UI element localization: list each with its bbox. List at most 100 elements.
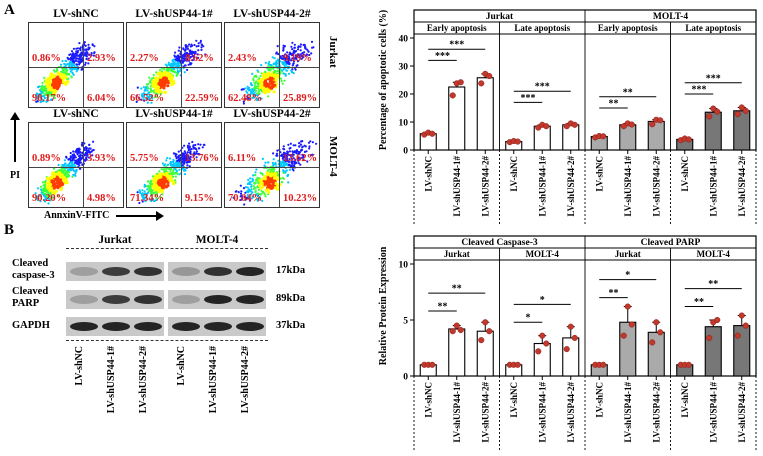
blot-dashed-top: [66, 248, 268, 249]
data-point: [685, 361, 692, 368]
flow-row-label: MOLT-4: [327, 136, 339, 177]
bar: [704, 326, 722, 377]
significance-label: **: [609, 99, 619, 110]
significance-label: *: [526, 313, 531, 324]
blot-group-label: Jurkat: [98, 234, 132, 246]
blot-lane-label: LV-shNC: [176, 346, 187, 386]
gate-horizontal: [29, 67, 123, 68]
significance-label: ***: [449, 40, 464, 51]
blot-dashed-bottom: [66, 340, 268, 341]
quadrant-lower-right: 25.89%: [283, 93, 318, 104]
flow-plot: 0.89% 3.93% 90.20% 4.98%: [28, 122, 124, 208]
blot-kda-label: 17kDa: [276, 265, 306, 276]
data-point: [429, 361, 436, 368]
data-point: [657, 329, 664, 336]
data-point: [514, 138, 521, 145]
quadrant-upper-left: 5.75%: [130, 153, 159, 164]
data-point: [478, 80, 485, 87]
quadrant-upper-right: 2.93%: [87, 53, 116, 64]
gate-vertical: [181, 123, 182, 207]
blot-strip: [66, 290, 164, 309]
y-tick-label: 0: [403, 373, 408, 383]
quadrant-lower-right: 10.23%: [283, 193, 318, 204]
data-point: [742, 107, 749, 114]
significance-label: **: [623, 87, 633, 98]
blot-band: [134, 295, 162, 304]
data-point: [543, 123, 550, 130]
flow-row-label: Jurkat: [327, 36, 339, 68]
gate-horizontal: [29, 167, 123, 168]
blot-band: [70, 322, 98, 331]
quadrant-lower-right: 9.15%: [185, 193, 214, 204]
blot-band: [236, 295, 264, 304]
quadrant-lower-right: 22.59%: [185, 93, 220, 104]
significance-label: *: [540, 295, 545, 306]
data-point: [649, 121, 656, 128]
blot-band: [236, 267, 264, 276]
blot-lane-label: LV-shUSP44-1#: [208, 346, 219, 414]
data-point: [600, 361, 607, 368]
data-point: [742, 322, 749, 329]
top-group-label: Cleaved Caspase-3: [461, 238, 538, 248]
x-tick-label: LV-shUSP44-1#: [452, 382, 462, 443]
data-point: [706, 334, 713, 341]
x-tick-label: LV-shUSP44-2#: [737, 156, 747, 217]
blot-band: [102, 322, 130, 331]
flow-column-title: LV-shUSP44-1#: [135, 8, 213, 20]
data-point: [449, 92, 456, 99]
x-tick-label: LV-shUSP44-2#: [737, 382, 747, 443]
blot-band: [172, 322, 200, 331]
gate-horizontal: [127, 167, 221, 168]
top-group-label: Jurkat: [486, 12, 514, 22]
y-tick-label: 5: [403, 317, 408, 327]
data-point: [429, 130, 436, 137]
quadrant-lower-left: 71.34%: [130, 193, 165, 204]
quadrant-lower-left: 90.20%: [32, 193, 67, 204]
blot-strip: [168, 290, 266, 309]
x-tick-label: LV-shNC: [594, 156, 604, 192]
data-point: [628, 121, 635, 128]
x-tick-label: LV-shNC: [680, 382, 690, 418]
significance-label: **: [452, 284, 462, 295]
annexin-arrow-head: [156, 211, 164, 221]
bar: [562, 337, 580, 377]
x-tick-label: LV-shNC: [423, 156, 433, 192]
significance-label: ***: [535, 82, 550, 93]
bar: [476, 77, 494, 151]
data-point: [620, 332, 627, 339]
gate-vertical: [83, 23, 84, 107]
x-tick-label: LV-shNC: [423, 382, 433, 418]
x-tick-label: LV-shUSP44-1#: [623, 156, 633, 217]
blot-band: [102, 295, 130, 304]
x-tick-label: LV-shUSP44-2#: [480, 156, 490, 217]
y-tick-label: 40: [399, 35, 409, 45]
data-point: [624, 303, 631, 310]
blot-strip: [66, 317, 164, 336]
top-group-label: Cleaved PARP: [641, 238, 701, 248]
data-point: [571, 121, 578, 128]
x-tick-label: LV-shNC: [594, 382, 604, 418]
quadrant-upper-right: 13.62%: [283, 153, 318, 164]
density-scatter: [35, 41, 96, 104]
quadrant-lower-left: 90.17%: [32, 93, 67, 104]
flow-plot: 6.11% 13.62% 70.04% 10.23%: [224, 122, 320, 208]
quadrant-upper-left: 0.86%: [32, 53, 61, 64]
data-point: [600, 133, 607, 140]
bar: [533, 342, 551, 377]
blot-protein-label: Cleaved PARP: [12, 286, 49, 309]
data-point: [457, 327, 464, 334]
quadrant-lower-left: 62.48%: [228, 93, 263, 104]
significance-label: ***: [521, 93, 536, 104]
gate-vertical: [279, 123, 280, 207]
gate-horizontal: [225, 67, 319, 68]
flow-column-title: LV-shNC: [53, 108, 99, 120]
significance-label: **: [609, 288, 619, 299]
blot-band: [236, 322, 264, 331]
density-scatter: [232, 140, 318, 206]
sub-group-label: Jurkat: [615, 249, 641, 259]
flow-plot: 2.27% 8.62% 66.52% 22.59%: [126, 22, 222, 108]
y-tick-label: 30: [399, 63, 409, 73]
y-axis-label: Relative Protein Expression: [378, 246, 389, 365]
blot-strip: [168, 317, 266, 336]
